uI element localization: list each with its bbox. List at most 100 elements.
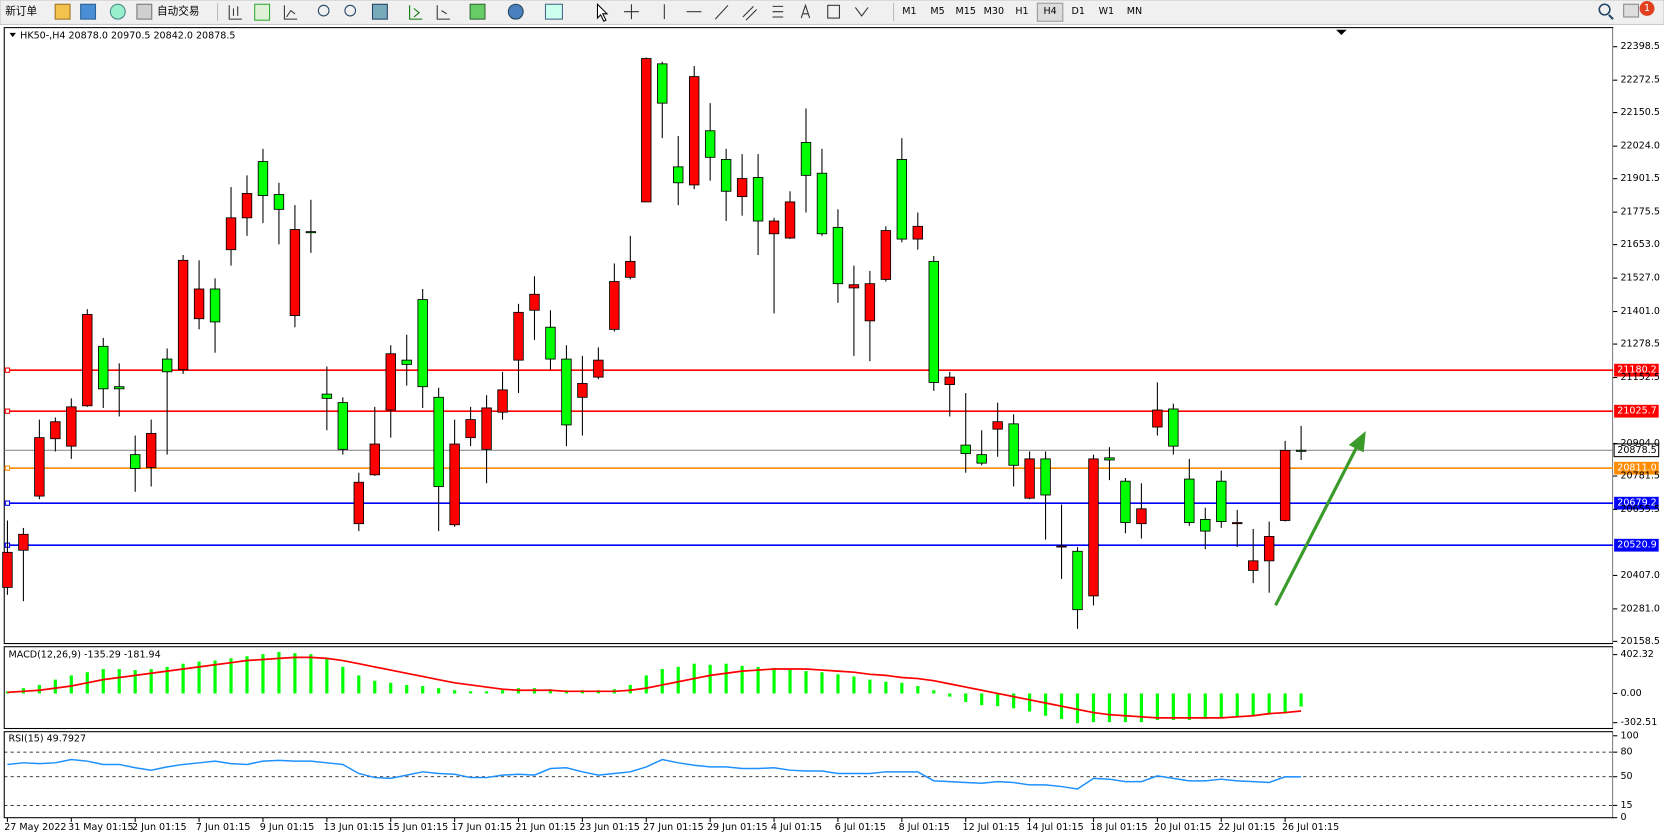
candle-body — [1104, 457, 1115, 461]
y-tick-label: 21278.5 — [1620, 339, 1659, 350]
text-tool[interactable] — [800, 3, 811, 19]
icon[interactable] — [80, 3, 97, 20]
icon[interactable] — [109, 3, 126, 20]
crosshair[interactable] — [624, 4, 639, 20]
candle-body — [545, 326, 556, 360]
candle-body — [34, 437, 45, 497]
y-tick-label: 21152.5 — [1620, 372, 1659, 383]
macd-bar — [197, 661, 201, 694]
macd-bar — [245, 656, 249, 694]
tile[interactable] — [371, 3, 388, 20]
notification-count: 1 — [1644, 3, 1650, 14]
timeframe-button[interactable]: W1 — [1099, 6, 1115, 17]
periods[interactable] — [507, 3, 524, 20]
macd-bar — [884, 681, 888, 694]
candle-body — [864, 283, 876, 322]
label-tool[interactable] — [827, 4, 840, 19]
timeframe-button[interactable]: M5 — [930, 6, 944, 17]
macd-bar — [628, 684, 632, 694]
candle-body — [752, 177, 764, 222]
icon[interactable] — [136, 3, 153, 20]
candle-body — [1152, 409, 1163, 428]
candle-body — [896, 159, 908, 240]
level-handle — [4, 367, 11, 373]
candle-body — [848, 284, 860, 289]
line-tool[interactable] — [283, 5, 298, 20]
macd-bar — [916, 686, 920, 694]
toolbar-bg — [0, 0, 1664, 25]
timeframe-button[interactable]: H4 — [1043, 6, 1056, 17]
macd-bar — [1171, 693, 1175, 720]
notification-badge[interactable] — [1639, 1, 1655, 16]
candle-body — [641, 58, 652, 203]
y-tick-label: 21901.5 — [1620, 173, 1659, 184]
y-tick-label: 402.32 — [1620, 649, 1653, 660]
channel[interactable] — [742, 5, 758, 21]
last-price-label: 20878.5 — [1617, 445, 1656, 456]
bar-chart-tool[interactable] — [228, 5, 242, 20]
timeframe-button[interactable]: M15 — [956, 6, 976, 17]
candle-body — [385, 353, 396, 411]
annotation-arrow — [1274, 443, 1360, 607]
macd-bar — [1235, 693, 1239, 717]
candle-body — [481, 407, 492, 450]
x-tick-label: 4 Jul 01:15 — [771, 822, 822, 833]
x-tick-label: 27 Jun 01:15 — [643, 822, 704, 833]
timeframe-button[interactable]: MN — [1127, 6, 1142, 17]
timeframe-button[interactable]: H1 — [1015, 6, 1028, 17]
price-axis — [1613, 27, 1664, 818]
templates[interactable] — [544, 3, 563, 20]
macd-bar — [676, 666, 680, 694]
arrows[interactable] — [854, 7, 869, 17]
fibo[interactable] — [772, 5, 784, 18]
search-icon[interactable] — [1598, 3, 1611, 16]
macd-bar — [1203, 693, 1207, 719]
macd-bar — [1187, 693, 1191, 720]
candle-body — [193, 288, 205, 320]
y-tick-label: 20407.0 — [1620, 570, 1659, 581]
new-order-button[interactable]: 新订单 — [5, 5, 37, 18]
macd-bar — [1107, 693, 1112, 723]
shift[interactable] — [436, 5, 450, 20]
macd-bar — [644, 675, 648, 694]
level-handle — [4, 465, 11, 471]
candle-body — [513, 311, 524, 361]
macd-bar — [772, 667, 776, 694]
search-icon[interactable] — [1608, 14, 1614, 20]
macd-bar — [708, 664, 712, 694]
macd-bar — [405, 684, 409, 694]
candle-body — [465, 419, 476, 439]
trendline[interactable] — [714, 4, 729, 20]
level-label: 20520.9 — [1617, 540, 1656, 551]
indicators[interactable] — [469, 3, 486, 20]
macd-bar — [213, 660, 217, 694]
autoscroll[interactable] — [409, 5, 423, 20]
timeframe-button[interactable]: M30 — [984, 6, 1004, 17]
macd-bar — [548, 689, 553, 694]
candle-body — [784, 201, 796, 239]
x-tick-label: 29 Jun 01:15 — [707, 822, 768, 833]
level-label-bg — [1614, 363, 1659, 377]
macd-bar — [1155, 693, 1159, 720]
zoom-in[interactable] — [317, 4, 330, 17]
candle-body — [114, 386, 125, 390]
icon[interactable] — [54, 3, 71, 20]
timeframe-button[interactable]: M1 — [902, 6, 916, 17]
rsi-title: RSI(15) 49.7927 — [8, 734, 86, 745]
candle-body — [880, 230, 892, 280]
cursor[interactable] — [596, 2, 609, 22]
macd-bar — [165, 666, 169, 694]
candle-tool[interactable] — [254, 3, 271, 21]
level-label-bg — [1614, 538, 1659, 552]
timeframe-button[interactable]: D1 — [1071, 6, 1084, 17]
candle-body — [1056, 545, 1067, 548]
candle-body — [337, 402, 349, 450]
candle-body — [1216, 480, 1227, 522]
mail-icon[interactable] — [1623, 3, 1640, 18]
candle-body — [1248, 560, 1259, 571]
zoom-out[interactable] — [344, 4, 357, 17]
x-tick-label: 27 May 2022 — [4, 822, 66, 833]
auto-trading-button[interactable]: 自动交易 — [157, 5, 199, 18]
x-tick-label: 20 Jul 01:15 — [1154, 822, 1211, 833]
